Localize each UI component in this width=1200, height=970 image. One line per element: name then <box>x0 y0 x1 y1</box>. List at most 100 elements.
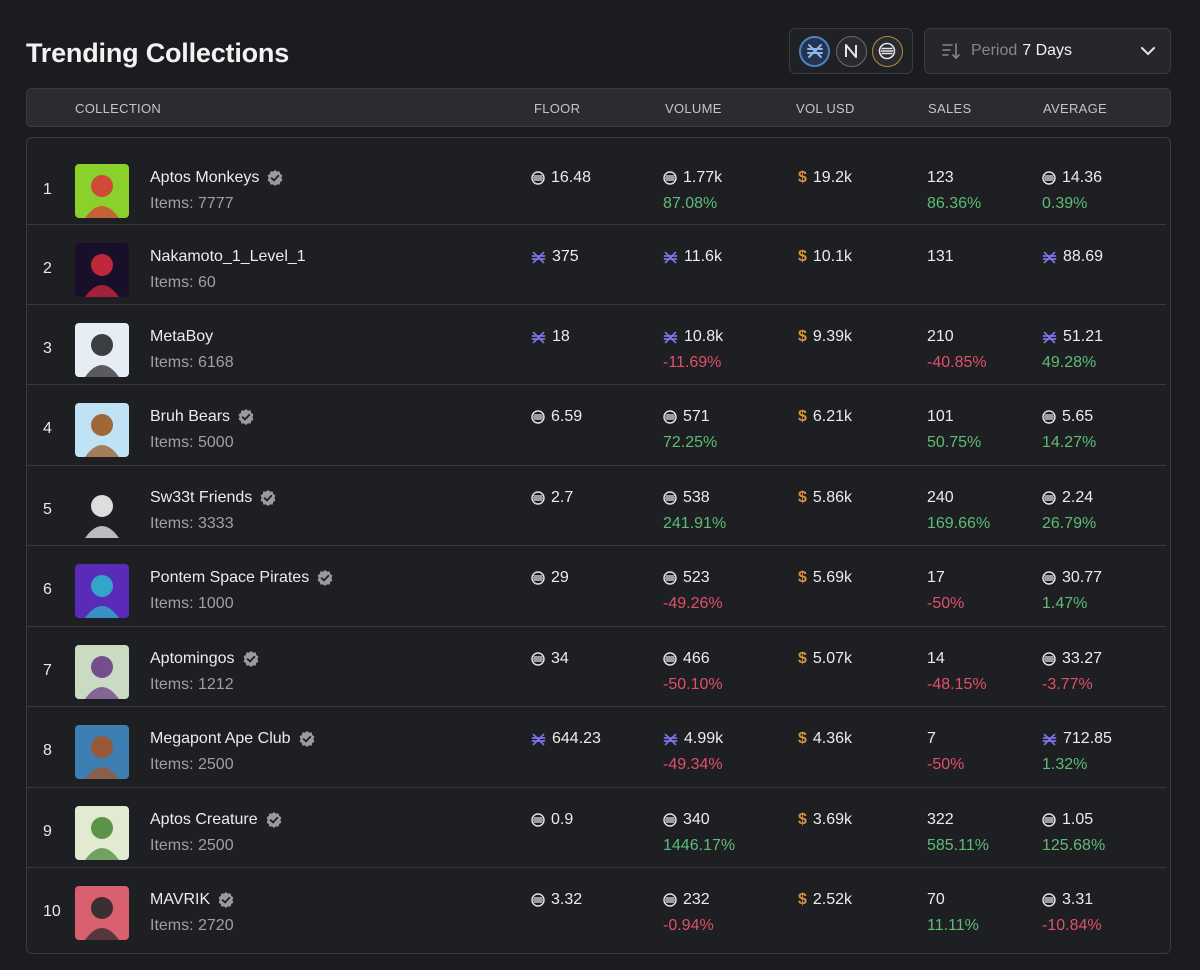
collection-name[interactable]: Aptos Monkeys <box>150 169 284 187</box>
column-vol-usd[interactable]: VOL USD <box>796 101 855 116</box>
volume-value: 523 <box>683 569 710 586</box>
volume-usd-value: 3.69k <box>812 811 853 828</box>
table-row[interactable]: 9 Aptos Creature Items: 2500 0.9 340 1446.17%… <box>27 788 1166 868</box>
collection-thumbnail[interactable] <box>75 403 129 457</box>
solana-icon <box>531 893 545 907</box>
volume-change: 87.08% <box>663 195 718 212</box>
verified-badge <box>259 489 277 507</box>
collection-avatar-image <box>85 334 119 377</box>
collection-name-text[interactable]: Aptos Monkeys <box>150 169 260 186</box>
volume-usd: $3.69k <box>798 811 852 829</box>
volume: 1.77k <box>663 169 722 187</box>
verified-badge-icon <box>266 812 282 828</box>
collection-name-text[interactable]: MAVRIK <box>150 891 211 908</box>
table-row[interactable]: 10 MAVRIK Items: 2720 3.32 232 -0.94% $2.52k 70… <box>27 868 1166 953</box>
sales-value: 210 <box>927 328 954 345</box>
table-row[interactable]: 2 Nakamoto_1_Level_1 Items: 60 375 11.6k $10.… <box>27 225 1166 305</box>
collection-thumbnail[interactable] <box>75 243 129 297</box>
sales-value: 123 <box>927 169 954 186</box>
floor-price: 34 <box>531 650 569 668</box>
collection-avatar-image <box>85 254 119 297</box>
collection-name-text[interactable]: Megapont Ape Club <box>150 730 291 747</box>
floor-price: 29 <box>531 569 569 587</box>
column-collection[interactable]: COLLECTION <box>75 101 162 116</box>
floor-price: 375 <box>531 248 579 266</box>
collection-thumbnail[interactable] <box>75 323 129 377</box>
collection-name-text[interactable]: MetaBoy <box>150 328 214 345</box>
volume: 571 <box>663 408 710 426</box>
table-row[interactable]: 7 Aptomingos Items: 1212 34 466 -50.10% $5.07k… <box>27 627 1166 707</box>
collection-name[interactable]: Bruh Bears <box>150 408 255 426</box>
average-value: 30.77 <box>1062 569 1103 586</box>
collection-name[interactable]: Aptos Creature <box>150 811 283 829</box>
column-volume[interactable]: VOLUME <box>665 101 722 116</box>
verified-badge <box>237 408 255 426</box>
collection-name[interactable]: MAVRIK <box>150 891 235 909</box>
collection-name-text[interactable]: Pontem Space Pirates <box>150 569 310 586</box>
average-change: 125.68% <box>1042 837 1106 854</box>
collection-thumbnail[interactable] <box>75 725 129 779</box>
sales: 101 <box>927 408 954 426</box>
sales-value: 101 <box>927 408 954 425</box>
collection-name[interactable]: Megapont Ape Club <box>150 730 316 748</box>
rank-number: 8 <box>43 742 52 759</box>
volume-usd: $10.1k <box>798 248 852 266</box>
collection-name[interactable]: Sw33t Friends <box>150 489 277 507</box>
column-sales[interactable]: SALES <box>928 101 972 116</box>
collection-name-text[interactable]: Bruh Bears <box>150 408 231 425</box>
collection-name[interactable]: MetaBoy <box>150 328 213 346</box>
table-row[interactable]: 8 Megapont Ape Club Items: 2500 644.23 4.99k… <box>27 707 1166 788</box>
collection-name[interactable]: Aptomingos <box>150 650 260 668</box>
volume-usd-value: 5.69k <box>812 569 853 586</box>
sales: 70 <box>927 891 945 909</box>
average-price: 2.24 <box>1042 489 1093 507</box>
average-price: 51.21 <box>1042 328 1103 346</box>
verified-badge-icon <box>299 731 314 747</box>
verified-badge-icon <box>238 409 254 425</box>
period-dropdown[interactable]: Period 7 Days <box>924 28 1171 74</box>
aptos-icon <box>531 331 546 343</box>
collection-thumbnail[interactable] <box>75 564 129 618</box>
sales-value: 70 <box>927 891 945 908</box>
collection-avatar-image <box>85 175 119 218</box>
sales-value: 17 <box>927 569 945 586</box>
sales-change: -40.85% <box>927 354 987 371</box>
rank-number: 6 <box>43 581 52 598</box>
collection-thumbnail[interactable] <box>75 886 129 940</box>
collection-thumbnail[interactable] <box>75 645 129 699</box>
table-row[interactable]: 4 Bruh Bears Items: 5000 6.59 571 72.25% $6.21… <box>27 385 1166 466</box>
volume-change: 241.91% <box>663 515 727 532</box>
table-row[interactable]: 3 MetaBoy Items: 6168 18 10.8k -11.69% $9.39k 2… <box>27 305 1166 385</box>
table-row[interactable]: 1 Aptos Monkeys Items: 7777 16.48 1.77k 87.08… <box>27 138 1166 225</box>
sales-change: 585.11% <box>927 837 989 854</box>
collections-table: 1 Aptos Monkeys Items: 7777 16.48 1.77k 87.08… <box>26 137 1171 954</box>
volume-change: 1446.17% <box>663 837 736 854</box>
volume-value: 340 <box>683 811 710 828</box>
dollar-icon: $ <box>798 169 807 186</box>
column-average[interactable]: AVERAGE <box>1043 101 1107 116</box>
rank-number: 3 <box>43 340 52 357</box>
solana-chain-button[interactable] <box>871 35 903 67</box>
volume-value: 466 <box>683 650 710 667</box>
collection-name-text[interactable]: Nakamoto_1_Level_1 <box>150 248 306 265</box>
volume-change: -49.26% <box>663 595 723 612</box>
collection-name[interactable]: Pontem Space Pirates <box>150 569 334 587</box>
collection-thumbnail[interactable] <box>75 164 129 218</box>
collection-name-text[interactable]: Aptomingos <box>150 650 235 667</box>
collection-thumbnail[interactable] <box>75 806 129 860</box>
column-floor[interactable]: FLOOR <box>534 101 581 116</box>
collection-avatar-image <box>85 656 119 699</box>
volume-change: -11.69% <box>663 354 722 371</box>
solana-icon <box>531 171 545 185</box>
table-row[interactable]: 5 Sw33t Friends Items: 3333 2.7 538 241.91% $5… <box>27 466 1166 546</box>
aptos-chain-button[interactable] <box>799 35 831 67</box>
collection-name-text[interactable]: Sw33t Friends <box>150 489 253 506</box>
collection-name[interactable]: Nakamoto_1_Level_1 <box>150 248 306 266</box>
table-row[interactable]: 6 Pontem Space Pirates Items: 1000 29 523 -49… <box>27 546 1166 627</box>
near-chain-button[interactable] <box>835 35 867 67</box>
collection-name-text[interactable]: Aptos Creature <box>150 811 258 828</box>
collection-thumbnail[interactable] <box>75 484 129 538</box>
collection-items-count: Items: 3333 <box>150 515 234 532</box>
sales-value: 14 <box>927 650 945 667</box>
verified-badge <box>265 811 283 829</box>
